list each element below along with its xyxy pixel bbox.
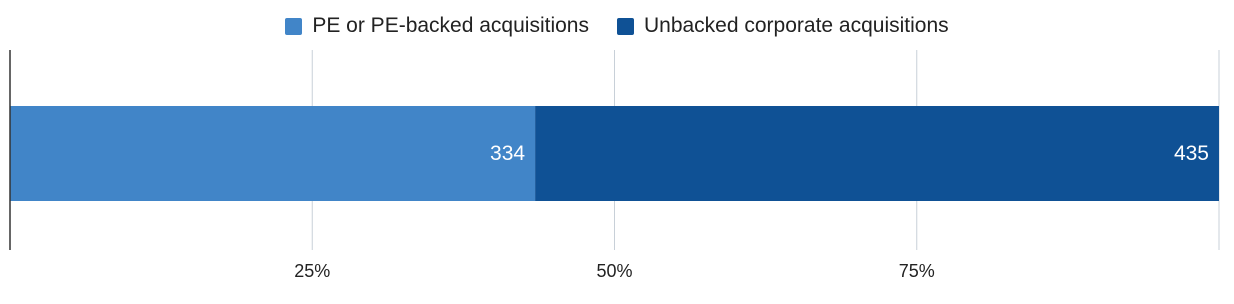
value-label: 435 bbox=[1174, 142, 1209, 165]
legend-label: Unbacked corporate acquisitions bbox=[643, 14, 949, 37]
legend-swatch bbox=[616, 17, 634, 35]
x-tick-label: 25% bbox=[294, 261, 330, 281]
x-tick-label: 75% bbox=[899, 261, 935, 281]
legend-item: Unbacked corporate acquisitions bbox=[616, 14, 949, 38]
legend-label: PE or PE-backed acquisitions bbox=[312, 14, 589, 37]
legend-item: PE or PE-backed acquisitions bbox=[285, 14, 589, 38]
legend: PE or PE-backed acquisitions Unbacked cor… bbox=[0, 14, 1234, 38]
x-tick-label: 50% bbox=[596, 261, 632, 281]
bar bbox=[10, 106, 536, 201]
legend-swatch bbox=[285, 17, 303, 35]
bar bbox=[535, 106, 1219, 201]
value-label: 334 bbox=[490, 142, 525, 165]
